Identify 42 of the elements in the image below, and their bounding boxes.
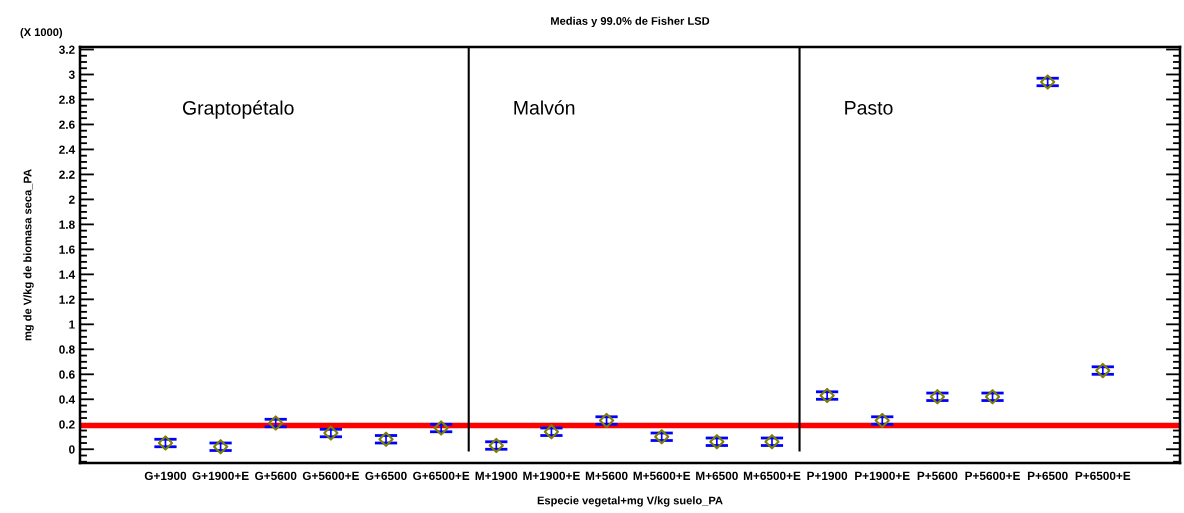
- y-tick-label: 2.8: [59, 95, 75, 104]
- y-tick-label: 2.2: [59, 170, 75, 179]
- y-tick-label: 1.6: [59, 245, 75, 254]
- y-axis-title: mg de V/kg de biomasa seca_PA: [23, 169, 34, 341]
- y-tick-label: 1: [69, 320, 75, 329]
- x-tick-label: G+6500+E: [413, 471, 470, 480]
- text: (X 1000): [20, 27, 63, 39]
- x-tick-label: P+1900+E: [855, 471, 910, 480]
- y-tick-label: 0.2: [59, 420, 75, 429]
- x-tick-label: P+5600: [917, 471, 958, 480]
- y-tick-label: 1.8: [59, 220, 75, 229]
- x-tick-label: M+6500: [696, 471, 738, 480]
- x-tick-label: P+5600+E: [965, 471, 1020, 480]
- x-axis-title: Especie vegetal+mg V/kg suelo_PA: [537, 496, 723, 507]
- annotation: Malvón: [514, 100, 575, 115]
- y-tick-label: 2: [68, 195, 75, 204]
- x-tick-label: G+5600+E: [302, 471, 359, 480]
- x-tick-label: P+6500+E: [1075, 471, 1131, 480]
- y-tick-label: 1.2: [59, 295, 75, 304]
- x-tick-label: G+6500: [365, 471, 407, 480]
- x-tick-label: P+6500: [1027, 471, 1068, 480]
- y-tick-label: 3: [68, 70, 75, 79]
- y-tick-label: 2.4: [59, 145, 76, 154]
- y-tick-label: 3.2: [59, 45, 75, 54]
- y-tick-label: 0.4: [59, 395, 76, 404]
- x-tick-label: M+5600+E: [633, 471, 691, 480]
- y-tick-label: 0.6: [59, 370, 75, 379]
- y-tick-label: 2.6: [59, 120, 75, 129]
- y-tick-label: 0.8: [59, 345, 75, 354]
- x-tick-label: G+5600: [255, 471, 297, 480]
- x-tick-label: M+1900: [475, 471, 518, 480]
- annotation: Graptopétalo: [182, 100, 294, 119]
- annotation: Pasto: [845, 101, 893, 115]
- x-tick-label: M+6500+E: [743, 471, 801, 480]
- x-tick-label: G+1900: [144, 471, 187, 480]
- x-tick-label: M+5600: [585, 471, 628, 480]
- y-tick-label: 1.4: [59, 270, 76, 279]
- x-tick-label: G+1900+E: [192, 471, 249, 480]
- x-tick-label: P+1900: [807, 471, 848, 480]
- x-tick-label: M+1900+E: [523, 471, 580, 480]
- chart-title: Medias y 99.0% de Fisher LSD: [551, 16, 710, 28]
- y-tick-label: 0: [69, 445, 75, 454]
